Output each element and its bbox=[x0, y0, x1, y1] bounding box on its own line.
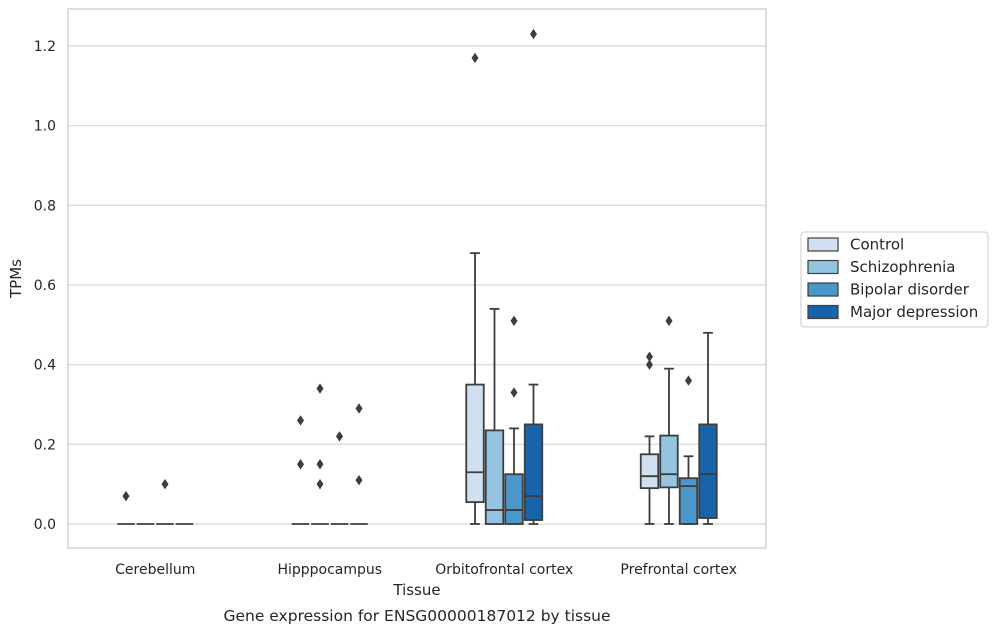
outlier-point bbox=[316, 459, 324, 470]
legend-swatch bbox=[807, 282, 839, 297]
figure-caption: Gene expression for ENSG00000187012 by t… bbox=[223, 607, 610, 625]
box-bipolar-disorder bbox=[156, 478, 174, 525]
x-tick-label: Cerebellum bbox=[115, 562, 195, 578]
box-body bbox=[698, 423, 718, 519]
y-tick-label: 1.0 bbox=[34, 119, 56, 135]
box-body bbox=[639, 453, 660, 490]
boxes bbox=[117, 28, 718, 525]
legend-swatch bbox=[807, 259, 839, 275]
legend-item: Major depression bbox=[807, 303, 978, 321]
box-bipolar-disorder bbox=[330, 431, 349, 525]
outlier-point bbox=[510, 315, 518, 327]
box-body bbox=[678, 477, 699, 525]
box-schizophrenia bbox=[311, 383, 329, 525]
outlier-point bbox=[355, 403, 363, 414]
outlier-point bbox=[316, 383, 324, 394]
outlier-point bbox=[122, 490, 130, 502]
box-schizophrenia bbox=[484, 307, 505, 525]
box-body bbox=[484, 429, 505, 525]
y-tick-label: 0.6 bbox=[34, 278, 56, 294]
outlier-point bbox=[646, 359, 653, 370]
legend-frame bbox=[800, 231, 989, 328]
x-tick-label: Hipppocampus bbox=[277, 562, 382, 578]
box-body bbox=[523, 423, 544, 521]
legend-label: Major depression bbox=[850, 303, 978, 321]
box-control bbox=[465, 52, 485, 525]
y-tick-label: 0.8 bbox=[34, 198, 56, 214]
y-axis-label: TPMs bbox=[7, 259, 25, 299]
outlier-point bbox=[297, 459, 304, 470]
box-major-depression bbox=[350, 403, 368, 525]
outlier-point bbox=[316, 478, 324, 490]
legend-label: Schizophrenia bbox=[850, 258, 955, 276]
outlier-point bbox=[665, 315, 673, 327]
gridlines bbox=[68, 45, 766, 525]
box-bipolar-disorder bbox=[504, 315, 524, 525]
y-tick-label: 0.0 bbox=[34, 517, 56, 533]
outlier-point bbox=[510, 387, 518, 398]
y-tick-label: 1.2 bbox=[34, 39, 56, 55]
outlier-point bbox=[646, 351, 653, 362]
outlier-point bbox=[336, 431, 343, 442]
legend-swatch bbox=[807, 304, 839, 320]
y-tick-labels: 0.0 0.2 0.4 0.6 0.8 1.0 1.2 bbox=[34, 39, 56, 533]
legend: Control Schizophrenia Bipolar disorder Majo… bbox=[800, 231, 989, 328]
box-body bbox=[504, 473, 524, 525]
x-tick-label: Prefrontal cortex bbox=[620, 562, 737, 578]
box-control bbox=[639, 351, 660, 525]
outlier-point bbox=[471, 52, 479, 64]
legend-swatch bbox=[807, 237, 839, 252]
legend-label: Bipolar disorder bbox=[850, 281, 970, 299]
box-control bbox=[291, 415, 310, 525]
legend-item: Bipolar disorder bbox=[807, 281, 970, 299]
outlier-point bbox=[161, 478, 169, 490]
legend-label: Control bbox=[850, 236, 904, 254]
y-tick-label: 0.2 bbox=[34, 437, 56, 453]
box-control bbox=[117, 490, 135, 525]
outlier-point bbox=[297, 415, 304, 426]
box-major-depression bbox=[698, 331, 718, 525]
box-major-depression bbox=[523, 28, 544, 525]
box-bipolar-disorder bbox=[678, 375, 699, 525]
legend-item: Schizophrenia bbox=[807, 258, 955, 276]
y-tick-label: 0.4 bbox=[34, 358, 56, 374]
outlier-point bbox=[355, 474, 363, 486]
plot-frame bbox=[67, 8, 767, 549]
legend-item: Control bbox=[807, 236, 904, 254]
box-body bbox=[465, 383, 485, 503]
box-schizophrenia bbox=[659, 315, 679, 525]
box-body bbox=[659, 434, 679, 489]
x-tick-labels: Cerebellum Hipppocampus Orbitofrontal cort… bbox=[115, 562, 737, 578]
x-tick-label: Orbitofrontal cortex bbox=[435, 562, 573, 578]
outlier-point bbox=[685, 375, 692, 386]
outlier-point bbox=[530, 28, 537, 40]
x-axis-label: Tissue bbox=[392, 581, 440, 599]
